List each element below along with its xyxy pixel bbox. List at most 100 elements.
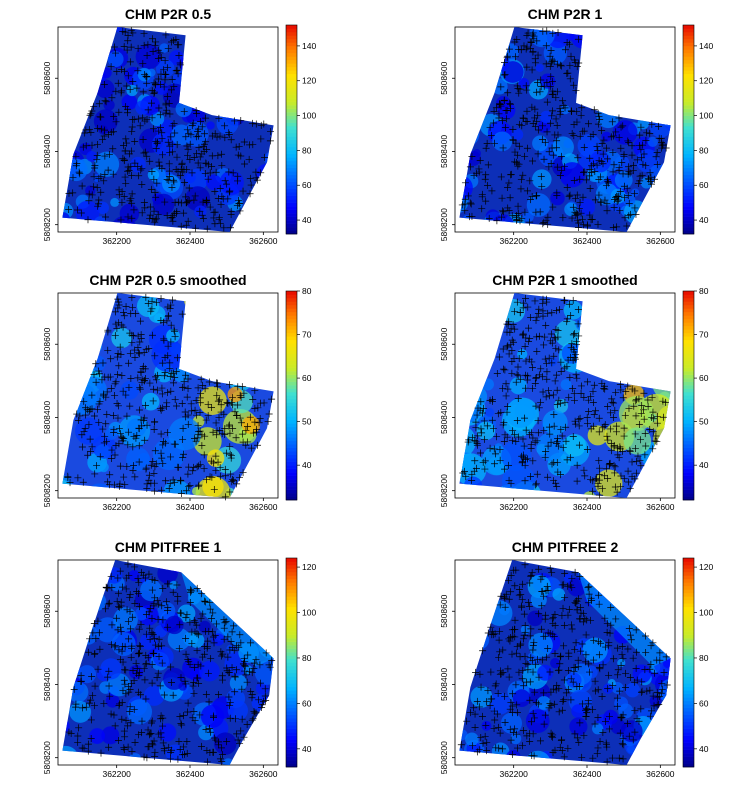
tree-marker [101, 97, 109, 105]
colorbar-step [683, 157, 694, 162]
colorbar-step [286, 496, 297, 501]
gap-fill [578, 572, 671, 667]
tree-marker [117, 89, 125, 97]
colorbar-step [683, 732, 694, 736]
tree-marker [506, 194, 514, 202]
tree-marker [500, 437, 508, 445]
tree-marker [613, 702, 621, 710]
tree-marker [619, 741, 627, 749]
tree-marker [127, 147, 135, 155]
tree-marker [186, 481, 194, 489]
tree-marker [531, 105, 539, 113]
tree-marker [655, 692, 663, 700]
colorbar-tick-label: 50 [302, 417, 312, 427]
tree-marker [546, 668, 554, 676]
tree-marker [580, 143, 588, 151]
tree-marker [532, 402, 540, 410]
tree-marker [101, 605, 109, 613]
tree-marker [580, 466, 588, 474]
tree-marker [502, 107, 510, 115]
colorbar-step [683, 392, 694, 396]
tree-marker [120, 141, 128, 149]
tree-marker [246, 639, 254, 647]
tree-marker [226, 224, 234, 232]
tree-marker [527, 718, 535, 726]
tree-marker [254, 404, 262, 412]
tree-marker [151, 218, 159, 226]
tree-marker [543, 27, 551, 35]
colorbar-step [286, 66, 297, 71]
raster-cell [640, 177, 653, 189]
colorbar-step [683, 227, 694, 231]
colorbar-tick-label: 100 [302, 111, 316, 121]
colorbar-tick-label: 40 [699, 744, 709, 754]
tree-marker [100, 132, 108, 140]
tree-marker [180, 209, 188, 217]
tree-marker [567, 312, 575, 320]
tree-marker [527, 572, 535, 580]
tree-marker [141, 436, 149, 444]
tree-marker [534, 655, 542, 663]
tree-marker [553, 483, 561, 491]
tree-marker [75, 724, 83, 732]
tree-marker [539, 220, 547, 228]
y-tick-label: 5808200 [42, 474, 52, 507]
tree-marker [615, 134, 623, 142]
colorbar-step [286, 160, 297, 165]
tree-marker [511, 308, 519, 316]
tree-marker [526, 632, 534, 640]
tree-marker [156, 49, 164, 57]
tree-marker [511, 582, 519, 590]
tree-marker [490, 707, 498, 715]
tree-marker [116, 343, 124, 351]
tree-marker [616, 188, 624, 196]
tree-marker [151, 418, 159, 426]
tree-marker [505, 635, 513, 643]
colorbar-step [286, 655, 297, 660]
tree-marker [552, 479, 560, 487]
tree-marker [194, 384, 202, 392]
tree-marker [86, 435, 94, 443]
tree-marker [87, 110, 95, 118]
colorbar-step [683, 195, 694, 200]
tree-marker [218, 758, 226, 766]
tree-marker [576, 615, 584, 623]
tree-marker [93, 151, 101, 159]
tree-marker [166, 479, 174, 487]
raster-cell [75, 200, 100, 225]
raster-cell [152, 646, 174, 668]
tree-marker [164, 603, 172, 611]
tree-marker [160, 66, 168, 74]
tree-marker [184, 198, 192, 206]
tree-marker [159, 584, 167, 592]
tree-marker [637, 462, 645, 470]
tree-marker [638, 678, 646, 686]
tree-marker [598, 380, 606, 388]
colorbar-step [683, 174, 694, 179]
tree-marker [531, 438, 539, 446]
raster-cell [527, 574, 551, 599]
tree-marker [155, 104, 163, 112]
tree-marker [148, 717, 156, 725]
tree-marker [571, 208, 579, 216]
tree-marker [176, 476, 184, 484]
colorbar-tick-label: 40 [302, 460, 312, 470]
tree-marker [595, 176, 603, 184]
tree-marker [535, 305, 543, 313]
colorbar-step [683, 343, 694, 348]
colorbar-step [683, 760, 694, 764]
tree-marker [578, 753, 586, 761]
tree-marker [516, 309, 524, 317]
tree-marker [140, 198, 148, 206]
tree-marker [88, 107, 96, 115]
colorbar-step [683, 167, 694, 172]
colorbar-step [683, 679, 694, 684]
colorbar-step [286, 364, 297, 368]
colorbar-step [286, 213, 297, 217]
tree-marker [591, 407, 599, 415]
tree-marker [574, 35, 582, 43]
tree-marker [186, 598, 194, 606]
tree-marker [166, 110, 174, 118]
colorbar-step [683, 360, 694, 365]
x-tick-label: 362200 [499, 236, 528, 246]
